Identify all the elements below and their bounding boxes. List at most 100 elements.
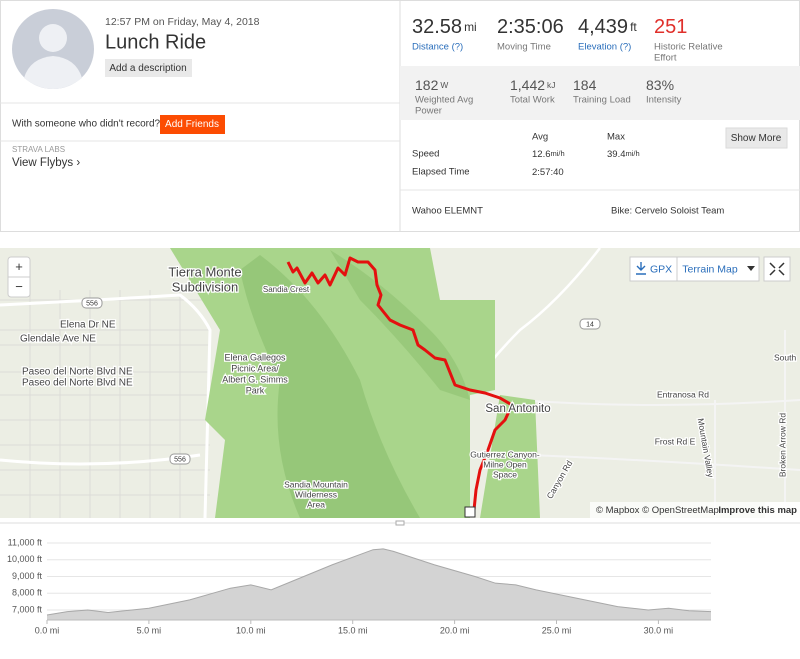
secondary-stats-bg (400, 66, 800, 120)
y-tick-label: 11,000 ft (8, 537, 43, 547)
stat: 4,439 ft (578, 16, 637, 38)
map-label: Picnic Area/ (231, 363, 279, 373)
stat-value: 1,442 (510, 77, 545, 93)
labs-label: STRAVA LABS (12, 145, 65, 154)
attribution-link[interactable]: Improve this map (718, 505, 797, 516)
attribution: © Mapbox © OpenStreetMap (596, 505, 719, 516)
road-shield-label: 556 (174, 456, 186, 463)
cell-value: 12.6 (532, 149, 551, 160)
road-shield (579, 318, 601, 330)
stat: 182 W (415, 77, 448, 93)
elevation-area (47, 548, 711, 620)
resize-handle[interactable] (395, 520, 405, 526)
x-tick-label: 25.0 mi (542, 625, 572, 635)
column-header: Avg (532, 132, 548, 143)
activity-title: Lunch Ride (105, 31, 206, 53)
add-description-button[interactable] (105, 59, 192, 77)
cell-value: 39.4 (607, 149, 626, 160)
x-tick-label: 30.0 mi (644, 625, 674, 635)
map-type-button[interactable] (676, 256, 760, 282)
map-label: Elena Dr NE (60, 320, 116, 331)
map-label: Frost Rd E (655, 436, 696, 446)
stat-label: Training Load (573, 95, 631, 106)
friends-prompt: With someone who didn't record? (12, 119, 161, 130)
stat-label: Historic Relative (654, 42, 723, 53)
cell: 2:57:40 (532, 167, 564, 178)
map-control[interactable]: Terrain Map (682, 263, 738, 275)
start-finish-marker (464, 506, 476, 518)
map-control[interactable]: GPX (650, 263, 672, 275)
stat-value: 2:35:06 (497, 16, 564, 38)
device: Wahoo ELEMNT (412, 206, 483, 217)
road-shield-label: 14 (586, 321, 594, 328)
stat: 83% (646, 77, 674, 93)
map[interactable] (0, 248, 800, 518)
row-label: Elapsed Time (412, 167, 470, 178)
road-shield (169, 453, 191, 465)
stat: 32.58 mi (412, 16, 477, 38)
stat-label: Total Work (510, 95, 555, 106)
stat-value: 4,439 (578, 16, 628, 38)
cell-unit: mi/h (551, 149, 565, 158)
x-tick-label: 5.0 mi (137, 625, 162, 635)
y-tick-label: 8,000 ft (12, 588, 43, 598)
stat: 251 (654, 16, 687, 38)
cell: 39.4mi/h (607, 149, 640, 160)
map-label: Paseo del Norte Blvd NE (22, 367, 133, 378)
map-label: Sandia Mountain (284, 479, 348, 489)
cell-value: 2:57:40 (532, 167, 564, 178)
stat: 1,442 kJ (510, 77, 555, 93)
map-label: Elena Gallegos (224, 352, 286, 362)
stat-label: Power (415, 106, 442, 117)
stat-label: Intensity (646, 95, 682, 106)
map-label: Wilderness (295, 489, 337, 499)
y-tick-label: 7,000 ft (12, 604, 43, 614)
map-label: Paseo del Norte Blvd NE (22, 378, 133, 389)
button-label[interactable]: Show More (731, 133, 782, 144)
stat-unit: kJ (547, 80, 555, 90)
stat-value: 184 (573, 77, 597, 93)
y-tick-label: 10,000 ft (7, 554, 43, 564)
cell: 12.6mi/h (532, 149, 565, 160)
add-friends-button[interactable] (160, 115, 225, 134)
fullscreen-button[interactable] (763, 256, 791, 282)
stat-label: Effort (654, 53, 677, 64)
stat-value: 182 (415, 77, 439, 93)
map-label: Gutierrez Canyon- (470, 449, 540, 459)
map-label: South (774, 352, 796, 362)
map-label: Tierra Monte (168, 264, 241, 279)
map-control[interactable]: + (15, 259, 23, 274)
show-more-button[interactable] (725, 127, 788, 149)
elevation-line (46, 548, 712, 616)
stat-value: 32.58 (412, 16, 462, 38)
map-label: Park (246, 385, 265, 395)
cell-unit: mi/h (626, 149, 640, 158)
map-label: Area (307, 499, 325, 509)
bike: Bike: Cervelo Soloist Team (611, 206, 724, 217)
avatar (12, 9, 94, 89)
map-control[interactable]: − (15, 279, 23, 294)
x-tick-label: 15.0 mi (338, 625, 368, 635)
route (286, 256, 514, 511)
column-header: Max (607, 132, 625, 143)
flybys-link: View Flybys › (12, 157, 80, 169)
map-label: Subdivision (172, 279, 239, 294)
map-label: Albert G. Simms (222, 374, 288, 384)
row-label: Speed (412, 149, 439, 160)
map-label: Space (493, 469, 517, 479)
map-label: Broken Arrow Rd (777, 413, 787, 478)
button-label[interactable]: Add a description (109, 63, 186, 74)
x-tick-label: 0.0 mi (35, 625, 60, 635)
stat: 184 (573, 77, 597, 93)
stat-label: Weighted Avg (415, 95, 473, 106)
road-shield (81, 297, 103, 309)
button-label: Add Friends (165, 119, 219, 130)
stat-unit: mi (464, 20, 477, 34)
stat-label: Distance (?) (412, 42, 463, 53)
stat-unit: W (440, 80, 448, 90)
road-shield-label: 556 (86, 300, 98, 307)
x-tick-label: 20.0 mi (440, 625, 470, 635)
map-label: Milne Open (483, 459, 527, 469)
